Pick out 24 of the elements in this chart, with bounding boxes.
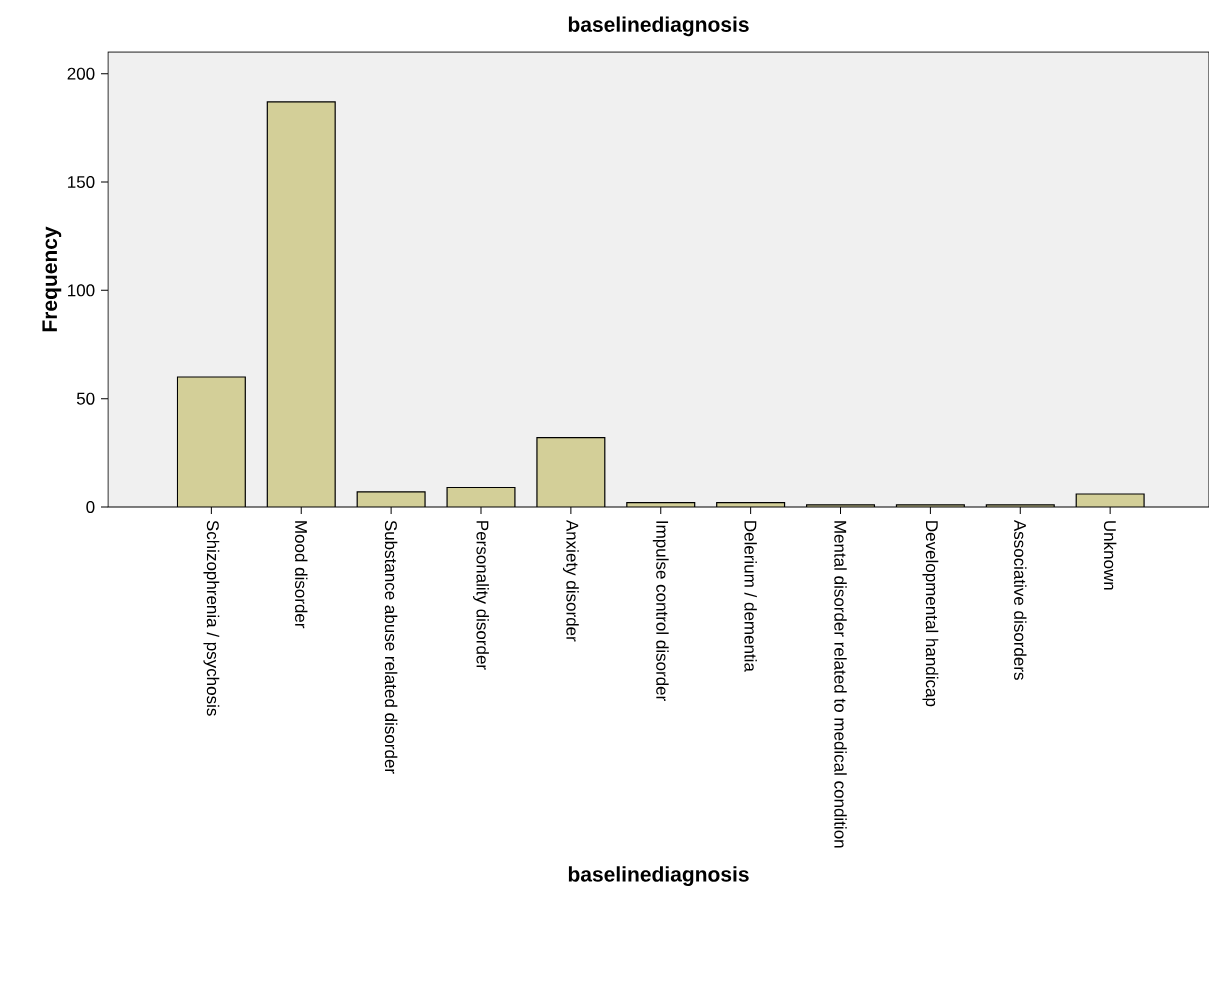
x-tick-label: Personality disorder — [473, 521, 489, 670]
x-tick-label: Unknown — [1103, 521, 1117, 590]
x-axis-title: baselinediagnosis — [568, 866, 749, 886]
bar — [447, 487, 515, 507]
x-tick-label: Schizophrenia / psychosis — [203, 520, 220, 716]
bar — [267, 101, 336, 507]
x-tick-label: Delerium / dementia — [744, 521, 757, 672]
x-tick-label: Associative disorders — [1014, 519, 1027, 680]
x-tick-label: Substance abuse related disorder — [384, 520, 398, 774]
x-tick-label: Anxiety disorder — [562, 519, 579, 642]
y-tick-label: 100 — [68, 284, 95, 297]
y-axis-title: Frequency — [42, 226, 62, 332]
bar — [536, 437, 605, 507]
bar — [357, 491, 426, 507]
y-tick-label: 150 — [68, 175, 95, 189]
bar — [177, 377, 246, 507]
x-tick-label: Mood disorder — [294, 521, 308, 629]
y-tick-label: 50 — [76, 392, 95, 405]
x-tick-label: Developmental handicap — [922, 521, 939, 707]
y-tick-label: 200 — [67, 67, 95, 80]
x-tick-label: Mental disorder related to medical condition — [834, 521, 847, 848]
chart-title: baselinediagnosis — [568, 16, 749, 37]
y-tick-label: 0 — [86, 500, 95, 514]
x-tick-label: Impulse control disorder — [652, 521, 669, 701]
